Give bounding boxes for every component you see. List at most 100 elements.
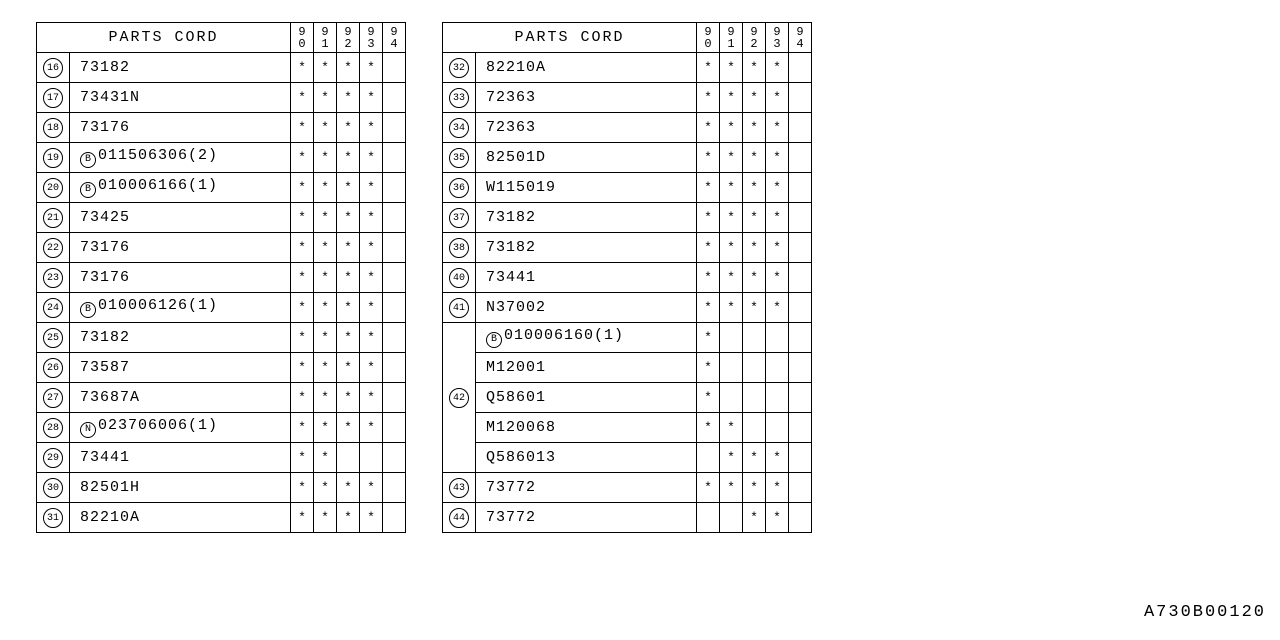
- row-index-cell: 31: [37, 503, 70, 533]
- year-mark-cell: [766, 383, 789, 413]
- prefix-badge: B: [80, 152, 96, 168]
- row-index-cell: 26: [37, 353, 70, 383]
- part-code: Q586013: [486, 449, 556, 466]
- row-index-badge: 28: [43, 418, 63, 438]
- year-mark-cell: *: [337, 473, 360, 503]
- table-row: Q58601*: [443, 383, 812, 413]
- part-code-cell: 73176: [70, 263, 291, 293]
- part-code-cell: Q58601: [476, 383, 697, 413]
- year-mark-cell: *: [720, 53, 743, 83]
- table-row: 2673587****: [37, 353, 406, 383]
- part-code: 011506306(2): [98, 147, 218, 164]
- year-mark-cell: *: [314, 113, 337, 143]
- prefix-badge: B: [80, 302, 96, 318]
- part-code-cell: 73182: [70, 53, 291, 83]
- table-row: 3472363****: [443, 113, 812, 143]
- part-code-cell: 73687A: [70, 383, 291, 413]
- year-mark-cell: *: [291, 293, 314, 323]
- year-mark-cell: *: [291, 353, 314, 383]
- year-mark-cell: *: [720, 263, 743, 293]
- row-index-badge: 36: [449, 178, 469, 198]
- part-code-cell: 73772: [476, 503, 697, 533]
- row-index-cell: 32: [443, 53, 476, 83]
- year-mark-cell: *: [743, 293, 766, 323]
- year-mark-cell: *: [314, 383, 337, 413]
- part-code-cell: 73182: [476, 233, 697, 263]
- row-index-cell: 22: [37, 233, 70, 263]
- part-code-cell: B010006166(1): [70, 173, 291, 203]
- year-mark-cell: *: [743, 203, 766, 233]
- part-code: 73182: [80, 59, 130, 76]
- table-row: 36W115019****: [443, 173, 812, 203]
- row-index-badge: 26: [43, 358, 63, 378]
- row-index-badge: 33: [449, 88, 469, 108]
- part-code-cell: 72363: [476, 113, 697, 143]
- part-code: 73182: [486, 209, 536, 226]
- part-code-cell: 73772: [476, 473, 697, 503]
- year-mark-cell: *: [314, 353, 337, 383]
- year-mark-cell: *: [360, 503, 383, 533]
- year-mark-cell: *: [337, 353, 360, 383]
- year-mark-cell: *: [766, 173, 789, 203]
- row-index-cell: 21: [37, 203, 70, 233]
- year-mark-cell: *: [314, 53, 337, 83]
- table-row: 1773431N****: [37, 83, 406, 113]
- table-row: M120068**: [443, 413, 812, 443]
- year-mark-cell: *: [291, 413, 314, 443]
- year-mark-cell: *: [697, 233, 720, 263]
- row-index-badge: 16: [43, 58, 63, 78]
- year-mark-cell: *: [697, 323, 720, 353]
- year-mark-cell: *: [360, 323, 383, 353]
- year-mark-cell: *: [291, 113, 314, 143]
- year-mark-cell: [766, 413, 789, 443]
- row-index-badge: 19: [43, 148, 63, 168]
- year-mark-cell: *: [720, 293, 743, 323]
- year-mark-cell: *: [360, 173, 383, 203]
- year-mark-cell: [383, 473, 406, 503]
- row-index-cell: 34: [443, 113, 476, 143]
- row-index-badge: 22: [43, 238, 63, 258]
- row-index-cell: 43: [443, 473, 476, 503]
- year-mark-cell: *: [337, 83, 360, 113]
- year-header: 91: [314, 23, 337, 53]
- year-mark-cell: [697, 443, 720, 473]
- year-mark-cell: *: [766, 263, 789, 293]
- year-mark-cell: *: [314, 143, 337, 173]
- year-mark-cell: *: [360, 53, 383, 83]
- row-index-cell: 35: [443, 143, 476, 173]
- year-mark-cell: [360, 443, 383, 473]
- year-mark-cell: [383, 323, 406, 353]
- year-mark-cell: *: [697, 83, 720, 113]
- part-code: 73587: [80, 359, 130, 376]
- year-mark-cell: *: [291, 233, 314, 263]
- row-index-cell: 40: [443, 263, 476, 293]
- year-mark-cell: [383, 83, 406, 113]
- part-code: 73182: [486, 239, 536, 256]
- year-mark-cell: *: [360, 233, 383, 263]
- year-mark-cell: [337, 443, 360, 473]
- part-code: 82210A: [486, 59, 546, 76]
- year-mark-cell: *: [291, 203, 314, 233]
- year-mark-cell: *: [766, 203, 789, 233]
- year-mark-cell: *: [360, 203, 383, 233]
- row-index-badge: 38: [449, 238, 469, 258]
- year-mark-cell: [789, 263, 812, 293]
- year-mark-cell: [789, 203, 812, 233]
- table-row: 42B010006160(1)*: [443, 323, 812, 353]
- row-index-badge: 32: [449, 58, 469, 78]
- part-code-cell: 82210A: [70, 503, 291, 533]
- row-index-cell: 28: [37, 413, 70, 443]
- year-mark-cell: *: [291, 173, 314, 203]
- table-row: 2173425****: [37, 203, 406, 233]
- row-index-badge: 37: [449, 208, 469, 228]
- table-row: 2973441**: [37, 443, 406, 473]
- row-index-badge: 27: [43, 388, 63, 408]
- year-mark-cell: [789, 323, 812, 353]
- row-index-cell: 33: [443, 83, 476, 113]
- year-mark-cell: [789, 293, 812, 323]
- part-code: 73176: [80, 119, 130, 136]
- year-mark-cell: *: [743, 503, 766, 533]
- row-index-badge: 24: [43, 298, 63, 318]
- year-header: 93: [360, 23, 383, 53]
- year-mark-cell: *: [360, 263, 383, 293]
